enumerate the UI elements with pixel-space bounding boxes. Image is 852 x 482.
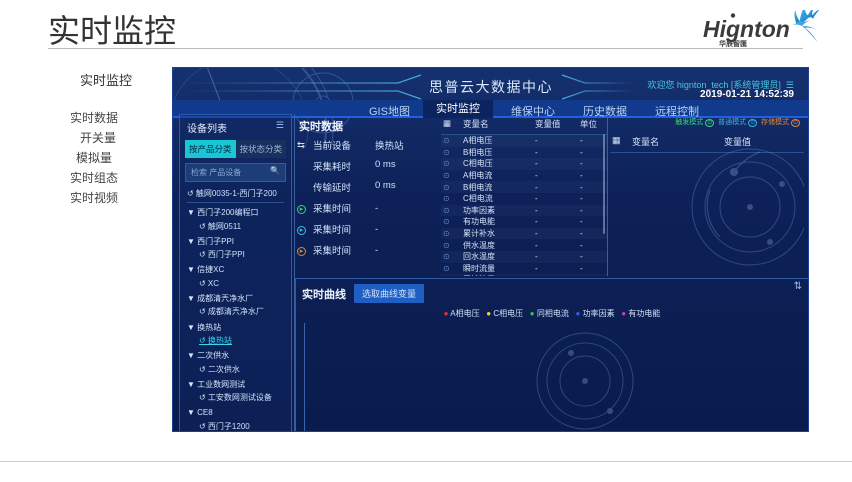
svg-text:思普云大数据中心: 思普云大数据中心	[429, 79, 553, 95]
svg-text:Hignton: Hignton	[703, 16, 790, 42]
svg-text:华辰智匯: 华辰智匯	[719, 39, 747, 48]
